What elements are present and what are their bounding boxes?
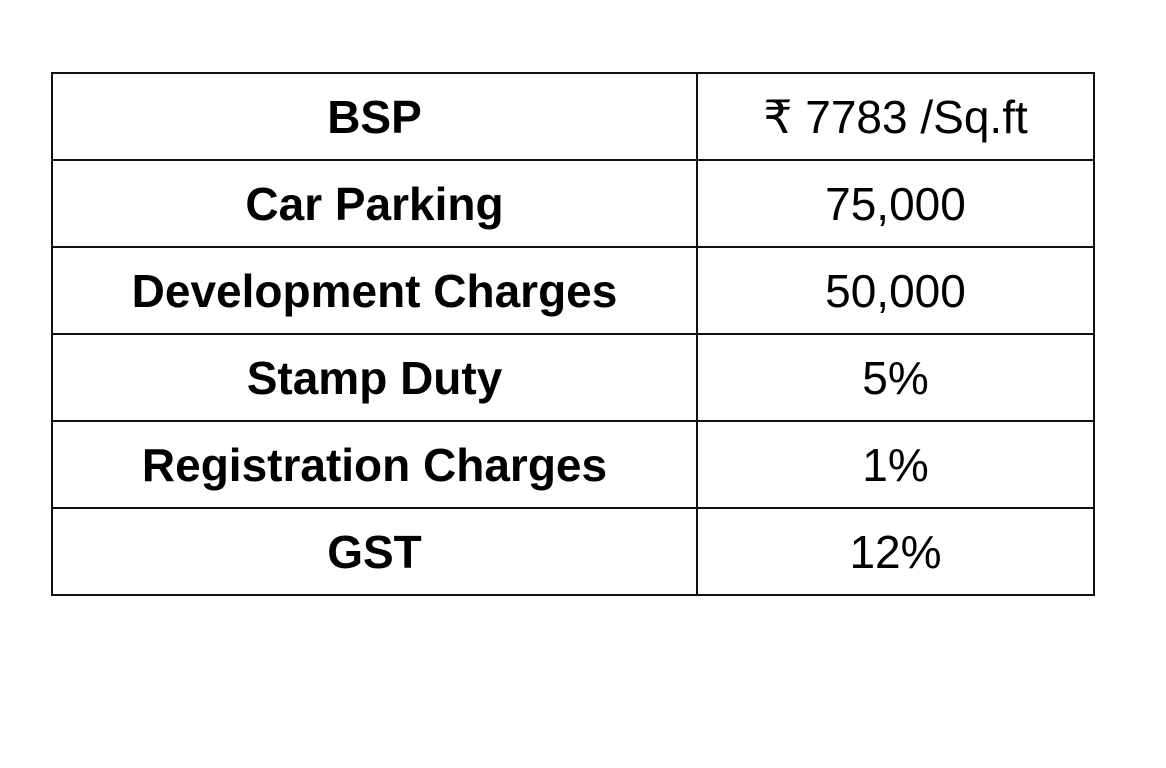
table-row: Development Charges 50,000 — [51, 246, 1095, 335]
row-label: Registration Charges — [51, 420, 698, 509]
row-value: 5% — [696, 333, 1095, 422]
table-row: BSP ₹ 7783 /Sq.ft — [51, 72, 1095, 161]
price-table-body: BSP ₹ 7783 /Sq.ft Car Parking 75,000 Dev… — [51, 72, 1095, 596]
row-value: 75,000 — [696, 159, 1095, 248]
row-label: Car Parking — [51, 159, 698, 248]
table-row: Car Parking 75,000 — [51, 159, 1095, 248]
table-row: Registration Charges 1% — [51, 420, 1095, 509]
row-value: 1% — [696, 420, 1095, 509]
table-row: GST 12% — [51, 507, 1095, 596]
row-value: 50,000 — [696, 246, 1095, 335]
price-table: BSP ₹ 7783 /Sq.ft Car Parking 75,000 Dev… — [51, 72, 1095, 596]
row-label: BSP — [51, 72, 698, 161]
row-value: ₹ 7783 /Sq.ft — [696, 72, 1095, 161]
table-row: Stamp Duty 5% — [51, 333, 1095, 422]
row-label: Stamp Duty — [51, 333, 698, 422]
row-label: Development Charges — [51, 246, 698, 335]
row-value: 12% — [696, 507, 1095, 596]
row-label: GST — [51, 507, 698, 596]
